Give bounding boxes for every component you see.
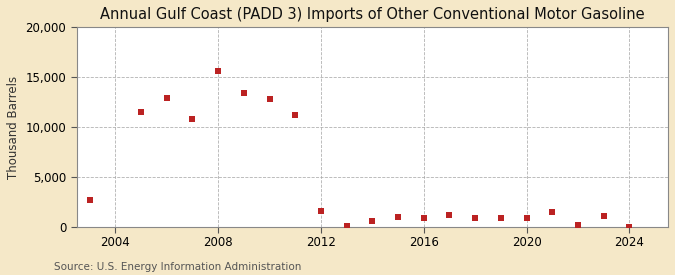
Point	[264, 97, 275, 101]
Point	[418, 216, 429, 221]
Point	[187, 117, 198, 122]
Point	[161, 96, 172, 101]
Point	[393, 215, 404, 220]
Point	[238, 91, 249, 95]
Point	[547, 210, 558, 215]
Point	[470, 216, 481, 221]
Point	[521, 216, 532, 221]
Title: Annual Gulf Coast (PADD 3) Imports of Other Conventional Motor Gasoline: Annual Gulf Coast (PADD 3) Imports of Ot…	[100, 7, 645, 22]
Point	[572, 223, 583, 228]
Point	[367, 219, 378, 224]
Text: Source: U.S. Energy Information Administration: Source: U.S. Energy Information Administ…	[54, 262, 301, 272]
Point	[315, 209, 326, 214]
Point	[444, 213, 455, 218]
Point	[495, 216, 506, 221]
Y-axis label: Thousand Barrels: Thousand Barrels	[7, 76, 20, 179]
Point	[213, 69, 223, 73]
Point	[290, 113, 300, 118]
Point	[342, 224, 352, 229]
Point	[136, 110, 146, 115]
Point	[598, 214, 609, 219]
Point	[84, 198, 95, 203]
Point	[624, 225, 635, 229]
